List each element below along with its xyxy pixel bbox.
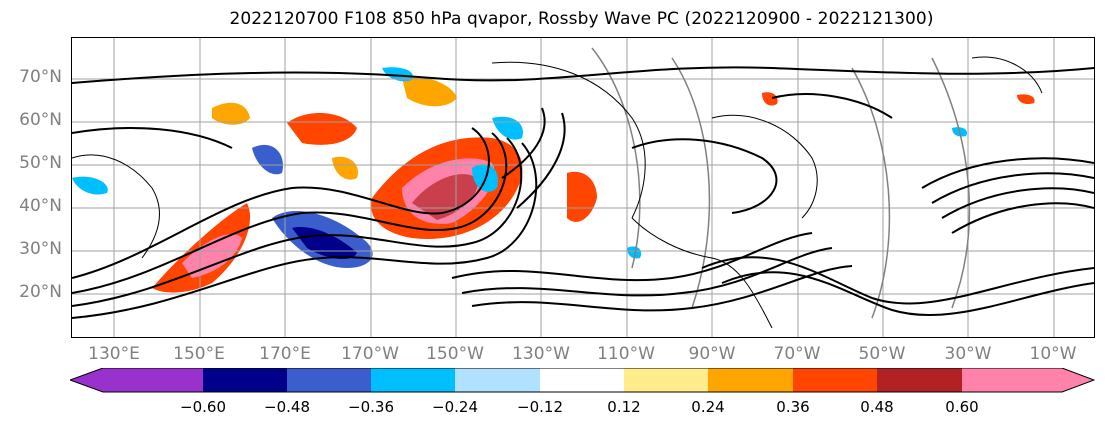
lat-label-30n: 30°N [19, 239, 62, 259]
lon-label-110w: 110°W [597, 344, 655, 364]
colorbar-tick: −0.48 [264, 398, 310, 416]
colorbar-outline [70, 368, 1095, 393]
lon-label-70w: 70°W [773, 344, 821, 364]
colorbar-tick: −0.12 [517, 398, 563, 416]
positive-anomaly-shading [152, 76, 1035, 293]
lon-label-170w: 170°W [341, 344, 399, 364]
lon-label-30w: 30°W [944, 344, 992, 364]
colorbar-segment [371, 368, 455, 392]
lat-label-60n: 60°N [19, 110, 62, 130]
colorbar-segment [203, 368, 287, 392]
lon-label-90w: 90°W [688, 344, 736, 364]
colorbar-tick: 0.60 [945, 398, 979, 416]
colorbar-tick: −0.36 [348, 398, 394, 416]
colorbar-tick: −0.60 [180, 398, 226, 416]
lon-label-130w: 130°W [512, 344, 570, 364]
colorbar-segment [540, 368, 624, 392]
map-title: 2022120700 F108 850 hPa qvapor, Rossby W… [229, 9, 934, 29]
lon-label-170e: 170°E [259, 344, 311, 364]
lat-label-40n: 40°N [19, 196, 62, 216]
colorbar-segment-highest [962, 368, 1094, 392]
lon-label-10w: 10°W [1029, 344, 1077, 364]
lon-label-130e: 130°E [88, 344, 140, 364]
map-canvas [72, 38, 1094, 337]
lon-label-150w: 150°W [426, 344, 484, 364]
colorbar-tick: 0.12 [607, 398, 641, 416]
lon-label-50w: 50°W [858, 344, 906, 364]
colorbar-segment-lowest [70, 368, 203, 392]
colorbar-segment [455, 368, 540, 392]
lat-label-70n: 70°N [19, 67, 62, 87]
colorbar-tick: 0.48 [860, 398, 894, 416]
colorbar-tick: −0.24 [432, 398, 478, 416]
colorbar-segment [624, 368, 708, 392]
graticule [72, 38, 1094, 337]
lat-label-50n: 50°N [19, 153, 62, 173]
reference-contours [591, 47, 971, 319]
lon-label-150e: 150°E [173, 344, 225, 364]
lat-label-20n: 20°N [19, 282, 62, 302]
colorbar-segment [708, 368, 793, 392]
colorbar-segment [287, 368, 371, 392]
colorbar-segment [877, 368, 962, 392]
coastlines [72, 56, 1043, 329]
colorbar-segment [793, 368, 877, 392]
colorbar-tick: 0.36 [776, 398, 810, 416]
contour-lines [72, 66, 1094, 319]
colorbar-tick: 0.24 [691, 398, 725, 416]
colorbar [70, 368, 1095, 393]
map-panel [71, 37, 1095, 338]
